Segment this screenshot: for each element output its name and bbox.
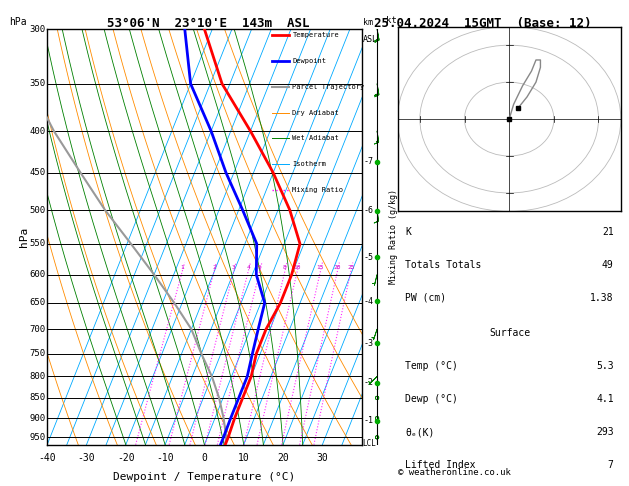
Text: 5: 5 <box>258 264 262 270</box>
Text: -10: -10 <box>156 453 174 463</box>
Text: -3: -3 <box>363 339 373 347</box>
Text: © weatheronline.co.uk: © weatheronline.co.uk <box>398 468 510 477</box>
Text: Mixing Ratio (g/kg): Mixing Ratio (g/kg) <box>389 190 398 284</box>
Text: 900: 900 <box>30 414 46 423</box>
Text: 450: 450 <box>30 168 46 177</box>
Text: 4: 4 <box>247 264 250 270</box>
Text: 500: 500 <box>30 206 46 214</box>
Text: kt: kt <box>386 16 397 25</box>
Text: -40: -40 <box>38 453 56 463</box>
Text: Surface: Surface <box>489 328 530 338</box>
Text: 4.1: 4.1 <box>596 394 614 404</box>
Text: Mixing Ratio: Mixing Ratio <box>292 187 343 193</box>
Text: -30: -30 <box>77 453 96 463</box>
Text: 20: 20 <box>333 264 341 270</box>
Text: 300: 300 <box>30 25 46 34</box>
Text: 8: 8 <box>283 264 287 270</box>
Text: 5.3: 5.3 <box>596 361 614 371</box>
Text: 15: 15 <box>316 264 324 270</box>
Text: -5: -5 <box>363 253 373 261</box>
Text: 293: 293 <box>596 427 614 437</box>
Text: -2: -2 <box>363 378 373 387</box>
Text: 3: 3 <box>232 264 235 270</box>
Text: -6: -6 <box>363 206 373 215</box>
Text: Parcel Trajectory: Parcel Trajectory <box>292 84 365 90</box>
Text: Isotherm: Isotherm <box>292 161 326 167</box>
Text: 20: 20 <box>277 453 289 463</box>
Text: 800: 800 <box>30 372 46 381</box>
Text: Lifted Index: Lifted Index <box>405 460 476 470</box>
Text: 1.38: 1.38 <box>590 293 614 303</box>
Text: Dewp (°C): Dewp (°C) <box>405 394 458 404</box>
Text: Wet Adiabat: Wet Adiabat <box>292 136 339 141</box>
Text: PW (cm): PW (cm) <box>405 293 447 303</box>
Text: -7: -7 <box>363 157 373 166</box>
Text: Temperature: Temperature <box>292 33 339 38</box>
Text: 750: 750 <box>30 349 46 358</box>
Text: θₑ(K): θₑ(K) <box>405 427 435 437</box>
Text: -20: -20 <box>117 453 135 463</box>
Text: 7: 7 <box>608 460 614 470</box>
Text: ASL: ASL <box>363 35 378 44</box>
Text: 400: 400 <box>30 126 46 136</box>
Text: hPa: hPa <box>19 227 28 247</box>
Text: 53°06'N  23°10'E  143m  ASL: 53°06'N 23°10'E 143m ASL <box>107 17 309 30</box>
Text: 700: 700 <box>30 325 46 334</box>
Text: km: km <box>363 18 373 27</box>
Text: 10: 10 <box>238 453 250 463</box>
Text: 10: 10 <box>294 264 301 270</box>
Text: 850: 850 <box>30 394 46 402</box>
Text: 30: 30 <box>316 453 328 463</box>
Text: Dewpoint: Dewpoint <box>292 58 326 64</box>
Text: 25: 25 <box>347 264 355 270</box>
Text: 1: 1 <box>181 264 184 270</box>
Text: 950: 950 <box>30 433 46 442</box>
Text: 25.04.2024  15GMT  (Base: 12): 25.04.2024 15GMT (Base: 12) <box>374 17 591 30</box>
Text: 550: 550 <box>30 239 46 248</box>
Text: K: K <box>405 227 411 237</box>
Text: Dry Adiabat: Dry Adiabat <box>292 110 339 116</box>
Text: 49: 49 <box>602 260 614 270</box>
Text: 650: 650 <box>30 298 46 308</box>
Text: Temp (°C): Temp (°C) <box>405 361 458 371</box>
Text: hPa: hPa <box>9 17 27 27</box>
Text: Totals Totals: Totals Totals <box>405 260 482 270</box>
Text: Dewpoint / Temperature (°C): Dewpoint / Temperature (°C) <box>113 472 296 482</box>
Text: 21: 21 <box>602 227 614 237</box>
Text: 600: 600 <box>30 270 46 279</box>
Text: 350: 350 <box>30 79 46 88</box>
Text: 2: 2 <box>212 264 216 270</box>
Text: -4: -4 <box>363 297 373 306</box>
Text: -1: -1 <box>363 417 373 425</box>
Text: LCL: LCL <box>362 439 376 448</box>
Text: 0: 0 <box>201 453 208 463</box>
